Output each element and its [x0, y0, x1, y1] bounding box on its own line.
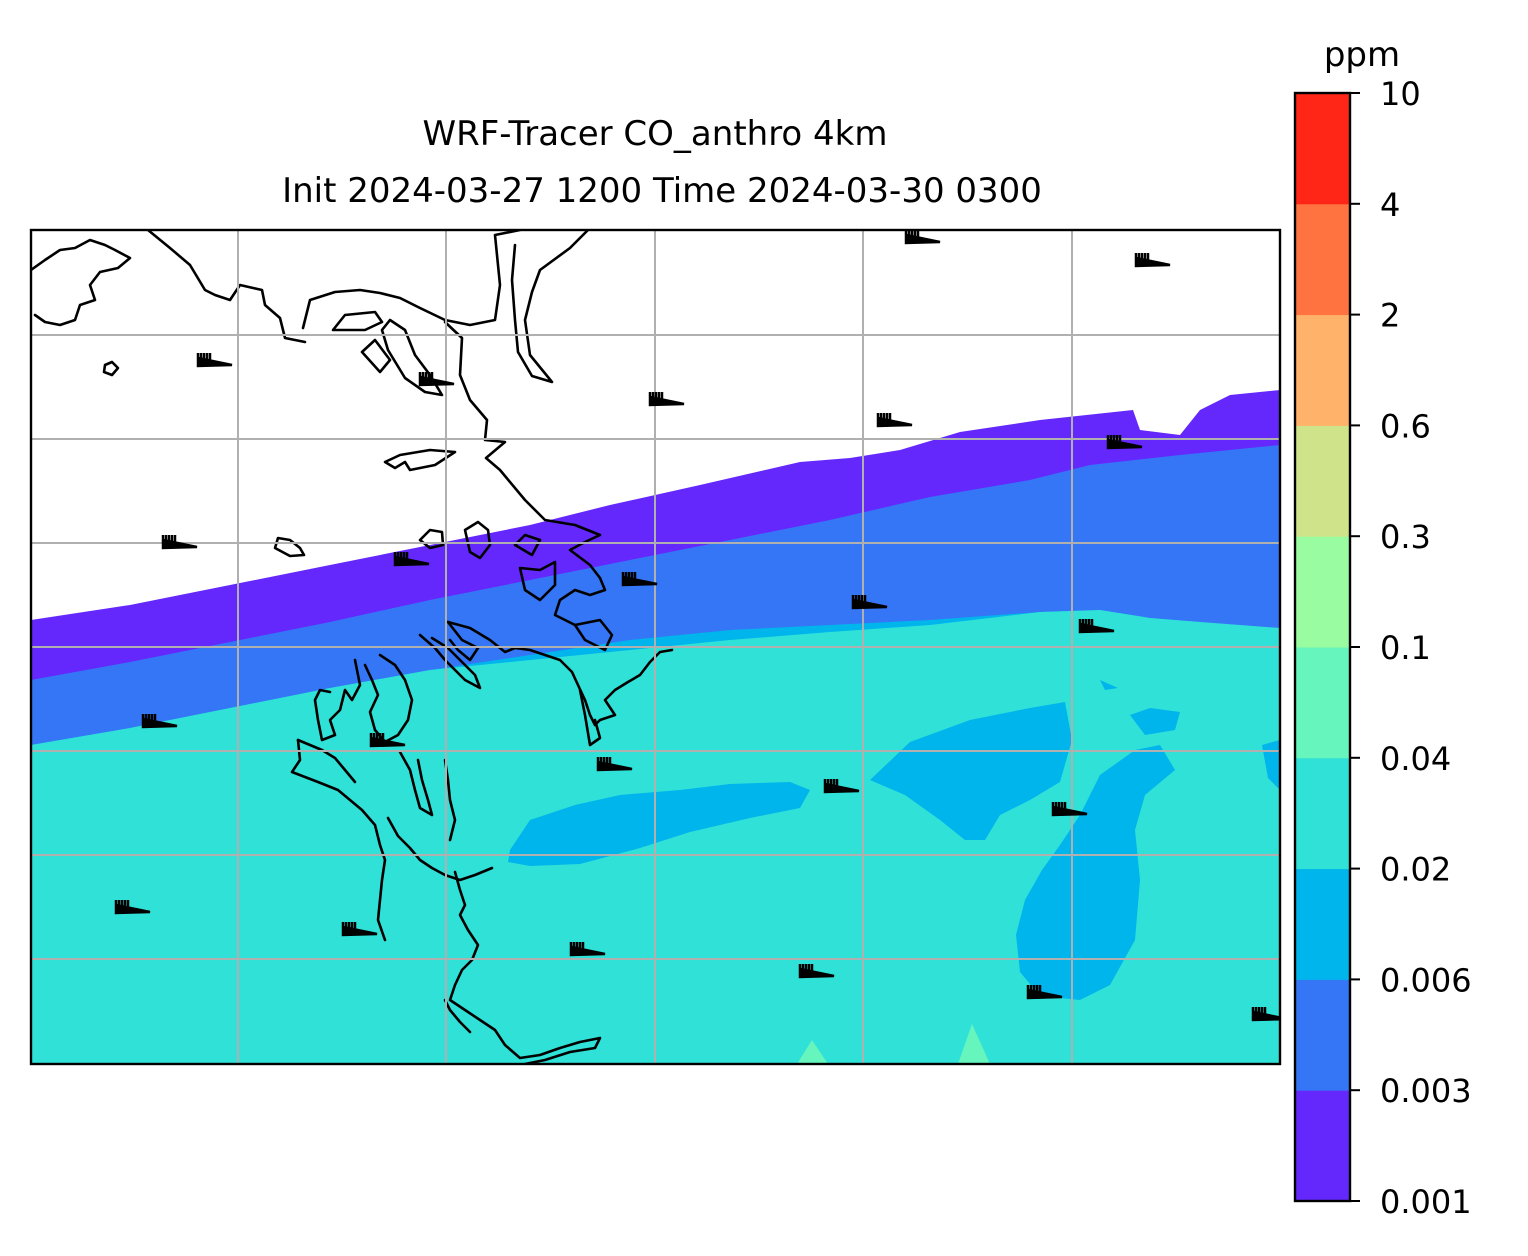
field-patch-0.006-0.02-west — [508, 782, 810, 866]
field-patch-0.006-0.02-edge — [1262, 740, 1280, 790]
wind-barb — [1051, 802, 1088, 817]
title-line-1: WRF-Tracer CO_anthro 4km — [423, 114, 888, 154]
colorbar: ppm 0.001 0.003 0.006 0.02 0.04 0.1 0.3 0.6 2 4 10 — [1293, 35, 1472, 1221]
colorbar-tick-label: 10 — [1380, 75, 1421, 113]
colorbar-band — [1295, 979, 1350, 1091]
colorbar-tick-label: 2 — [1380, 297, 1400, 335]
colorbar-tick-label: 4 — [1380, 186, 1400, 224]
colorbar-unit-label: ppm — [1324, 35, 1400, 75]
colorbar-tick-label: 0.02 — [1380, 851, 1451, 889]
wind-barb — [393, 552, 430, 567]
map-frame — [29, 228, 1282, 1066]
colorbar-tick-label: 0.006 — [1380, 961, 1472, 999]
colorbar-band — [1295, 425, 1350, 537]
wind-barb — [798, 964, 835, 979]
colorbar-band — [1295, 757, 1350, 870]
wind-barb — [648, 392, 685, 407]
wind-barb — [369, 733, 406, 748]
wind-barb — [1078, 619, 1115, 634]
field-patch-0.006-0.02-small-2 — [1100, 680, 1118, 690]
colorbar-bands — [1295, 93, 1350, 1202]
wind-barb — [341, 922, 378, 937]
wind-barb — [904, 230, 941, 245]
colorbar-tick-label: 0.6 — [1380, 407, 1431, 445]
wind-barb — [161, 535, 198, 550]
colorbar-band — [1295, 203, 1350, 316]
colorbar-frame — [1293, 91, 1352, 1203]
wind-barb — [851, 595, 888, 610]
wind-barb — [1106, 435, 1143, 450]
wind-barb — [569, 942, 606, 957]
colorbar-band — [1295, 647, 1350, 759]
wind-barb — [1026, 985, 1063, 1000]
coastlines — [31, 230, 674, 1064]
colorbar-band — [1295, 314, 1350, 426]
colorbar-band — [1295, 93, 1350, 205]
field-patch-0.006-0.02-small-1 — [1130, 708, 1180, 735]
colorbar-tick-label: 0.1 — [1380, 629, 1431, 667]
colorbar-tick-label: 0.04 — [1380, 740, 1451, 778]
wind-barb — [114, 900, 151, 915]
grid — [31, 230, 1280, 1064]
colorbar-tick-label: 0.3 — [1380, 518, 1431, 556]
colorbar-tick-label: 0.003 — [1380, 1072, 1472, 1110]
colorbar-tick-label: 0.001 — [1380, 1183, 1472, 1221]
wind-barb — [1134, 253, 1171, 268]
wind-barb — [596, 757, 633, 772]
wind-barb — [196, 353, 233, 368]
field-patch-0.006-0.02-southeast — [1016, 745, 1175, 1000]
colorbar-band — [1295, 1090, 1350, 1202]
wind-barb — [621, 572, 658, 587]
field-patch-0.006-0.02-east — [870, 702, 1072, 840]
title-line-2: Init 2024-03-27 1200 Time 2024-03-30 030… — [282, 171, 1042, 211]
wind-barb — [876, 413, 913, 428]
wind-barb — [823, 779, 860, 794]
wind-barb — [418, 372, 455, 387]
colorbar-band — [1295, 536, 1350, 648]
wind-barb — [1251, 1007, 1280, 1022]
field-patch-0.04-0.1-a — [797, 1040, 828, 1064]
colorbar-ticks: 0.001 0.003 0.006 0.02 0.04 0.1 0.3 0.6 2 4 10 — [1350, 75, 1472, 1221]
field-patch-0.04-0.1-b — [958, 1024, 990, 1064]
colorbar-band — [1295, 868, 1350, 980]
wind-barbs — [114, 230, 1280, 1022]
wind-barb — [141, 714, 178, 729]
map-panel — [29, 228, 1282, 1066]
